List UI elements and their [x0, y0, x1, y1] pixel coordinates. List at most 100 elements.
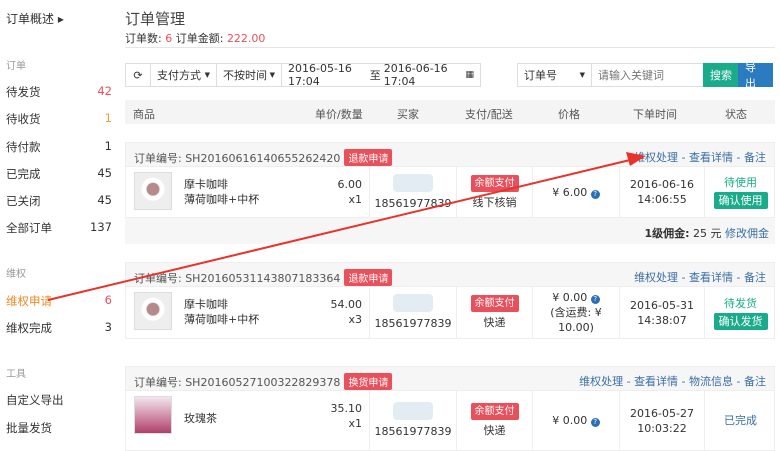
group-tools: 工具 — [6, 369, 26, 380]
refund-badge: 退款申请 — [344, 269, 393, 286]
buyer-avatar-blurred — [393, 294, 433, 312]
time-filter-select[interactable]: 不按时间 ▼ — [216, 63, 282, 87]
label: 订单号 — [524, 69, 557, 82]
order-amount: 222.00 — [226, 32, 266, 45]
sidebar-overview[interactable]: 订单概述 ▸ — [6, 12, 64, 26]
commission-row: 1级佣金: 25 元 修改佣金 — [125, 218, 775, 244]
total-price: ¥ 6.00 — [552, 185, 588, 199]
export-button[interactable]: 导出 — [738, 61, 773, 90]
product-image — [134, 396, 172, 434]
help-icon[interactable]: ? — [590, 189, 600, 199]
ship-method: 快递 — [483, 316, 506, 329]
help-icon[interactable]: ? — [590, 418, 600, 427]
label: 待收货 — [6, 112, 41, 126]
confirm-ship-button[interactable]: 确认发货 — [713, 312, 768, 330]
search-type-select[interactable]: 订单号 ▼ — [517, 63, 592, 87]
caret-down-icon: ▼ — [579, 71, 585, 79]
label: 不按时间 — [223, 69, 267, 82]
buyer-phone: 18561977839 — [374, 317, 452, 330]
order-header: 订单编号: SH20160527100322829378 换货申请 维权处理 - … — [125, 366, 775, 391]
count: 1 — [104, 139, 112, 153]
detail-link[interactable]: 查看详情 — [689, 151, 734, 164]
order-number: 订单编号: SH20160531143807183364 — [134, 272, 341, 285]
sidebar-item-rights-apply[interactable]: 维权申请 6 — [6, 293, 112, 309]
order-header: 订单编号: SH20160531143807183364 退款申请 维权处理 - … — [125, 262, 775, 287]
sidebar-item-batch-ship[interactable]: 批量发货 — [6, 420, 112, 436]
group-orders: 订单 — [6, 61, 26, 72]
unit-price: 54.00 — [330, 298, 363, 311]
sidebar-item-pending-pay[interactable]: 待付款 1 — [6, 139, 112, 155]
label: 全部订单 — [6, 221, 52, 235]
quantity: x3 — [348, 313, 362, 326]
ship-method: 线下核销 — [472, 195, 517, 209]
count: 1 — [104, 111, 112, 125]
product-name[interactable]: 玫瑰茶 — [184, 412, 217, 425]
unit-price: 6.00 — [337, 178, 363, 191]
label: 待发货 — [6, 85, 41, 99]
detail-link[interactable]: 查看详情 — [634, 375, 679, 388]
count-label: 订单数: — [125, 32, 162, 45]
col-buyer: 买家 — [397, 108, 419, 121]
arrow-head-icon — [626, 152, 646, 166]
ship-fee: (含运费: ¥ 10.00) — [550, 306, 602, 334]
refresh-button[interactable]: ⟳ — [125, 63, 151, 87]
date-range-input[interactable]: 2016-05-16 17:04 至 2016-06-16 17:04 ▦ — [281, 62, 481, 88]
col-pay-ship: 支付/配送 — [465, 108, 513, 121]
sidebar-item-rights-done[interactable]: 维权完成 3 — [6, 320, 112, 336]
col-goods: 商品 — [133, 108, 155, 121]
caret-down-icon: ▼ — [204, 71, 210, 79]
date-start: 2016-05-16 17:04 — [288, 62, 352, 88]
label: 已完成 — [6, 167, 41, 181]
total-price: ¥ 0.00 — [552, 291, 588, 304]
quantity: x1 — [348, 417, 362, 430]
help-icon[interactable]: ? — [590, 295, 600, 304]
status-text[interactable]: 已完成 — [724, 414, 757, 427]
pay-badge: 余额支付 — [470, 174, 519, 192]
sidebar-item-custom-export[interactable]: 自定义导出 — [6, 392, 112, 408]
date-end: 2016-06-16 17:04 — [383, 62, 448, 88]
note-link[interactable]: 备注 — [744, 151, 766, 164]
note-link[interactable]: 备注 — [744, 271, 766, 284]
search-button[interactable]: 搜索 — [703, 63, 739, 87]
label: 待付款 — [6, 140, 41, 154]
count: 45 — [97, 166, 112, 180]
refund-badge: 退款申请 — [344, 149, 393, 166]
commission-value: 25 元 — [693, 227, 722, 240]
product-name[interactable]: 摩卡咖啡 — [184, 178, 228, 191]
rights-link[interactable]: 维权处理 — [579, 375, 624, 388]
edit-commission-link[interactable]: 修改佣金 — [725, 227, 769, 240]
pay-badge: 余额支付 — [470, 295, 519, 312]
col-order-time: 下单时间 — [633, 108, 677, 121]
order-summary: 订单数: 6 订单金额: 222.00 — [125, 30, 265, 46]
sidebar-item-pending-receive[interactable]: 待收货 1 — [6, 111, 112, 127]
group-rights: 维权 — [6, 269, 26, 280]
sidebar-item-all[interactable]: 全部订单 137 — [6, 220, 112, 236]
order-date: 2016-05-27 — [630, 406, 694, 420]
product-name[interactable]: 摩卡咖啡 — [184, 298, 228, 311]
label: 维权申请 — [6, 294, 52, 308]
logistics-link[interactable]: 物流信息 — [689, 375, 734, 388]
sidebar-item-pending-ship[interactable]: 待发货 42 — [6, 84, 112, 100]
product-spec: 薄荷咖啡+中杯 — [184, 193, 260, 206]
pay-badge: 余额支付 — [470, 403, 519, 420]
caret-down-icon: ▼ — [269, 71, 275, 79]
rights-link[interactable]: 维权处理 — [634, 151, 679, 164]
confirm-use-button[interactable]: 确认使用 — [713, 192, 768, 209]
detail-link[interactable]: 查看详情 — [689, 271, 734, 284]
pay-method-select[interactable]: 支付方式 ▼ — [150, 63, 217, 87]
buyer-avatar-blurred — [393, 402, 433, 420]
count: 3 — [104, 320, 112, 334]
rights-link[interactable]: 维权处理 — [634, 271, 679, 284]
table-row: 摩卡咖啡 薄荷咖啡+中杯 6.00 x1 18561977839 余额支付 线下核销 … — [125, 167, 775, 218]
product-spec: 薄荷咖啡+中杯 — [184, 313, 260, 326]
search-input[interactable] — [591, 63, 704, 87]
col-price-qty: 单价/数量 — [315, 108, 363, 121]
sidebar-item-closed[interactable]: 已关闭 45 — [6, 193, 112, 209]
count: 6 — [104, 293, 112, 307]
count: 137 — [90, 220, 112, 234]
sidebar-item-completed[interactable]: 已完成 45 — [6, 166, 112, 182]
note-link[interactable]: 备注 — [744, 375, 766, 388]
unit-price: 35.10 — [330, 402, 363, 415]
order-number: 订单编号: SH20160616140655262420 — [134, 152, 341, 165]
col-price: 价格 — [558, 108, 580, 121]
